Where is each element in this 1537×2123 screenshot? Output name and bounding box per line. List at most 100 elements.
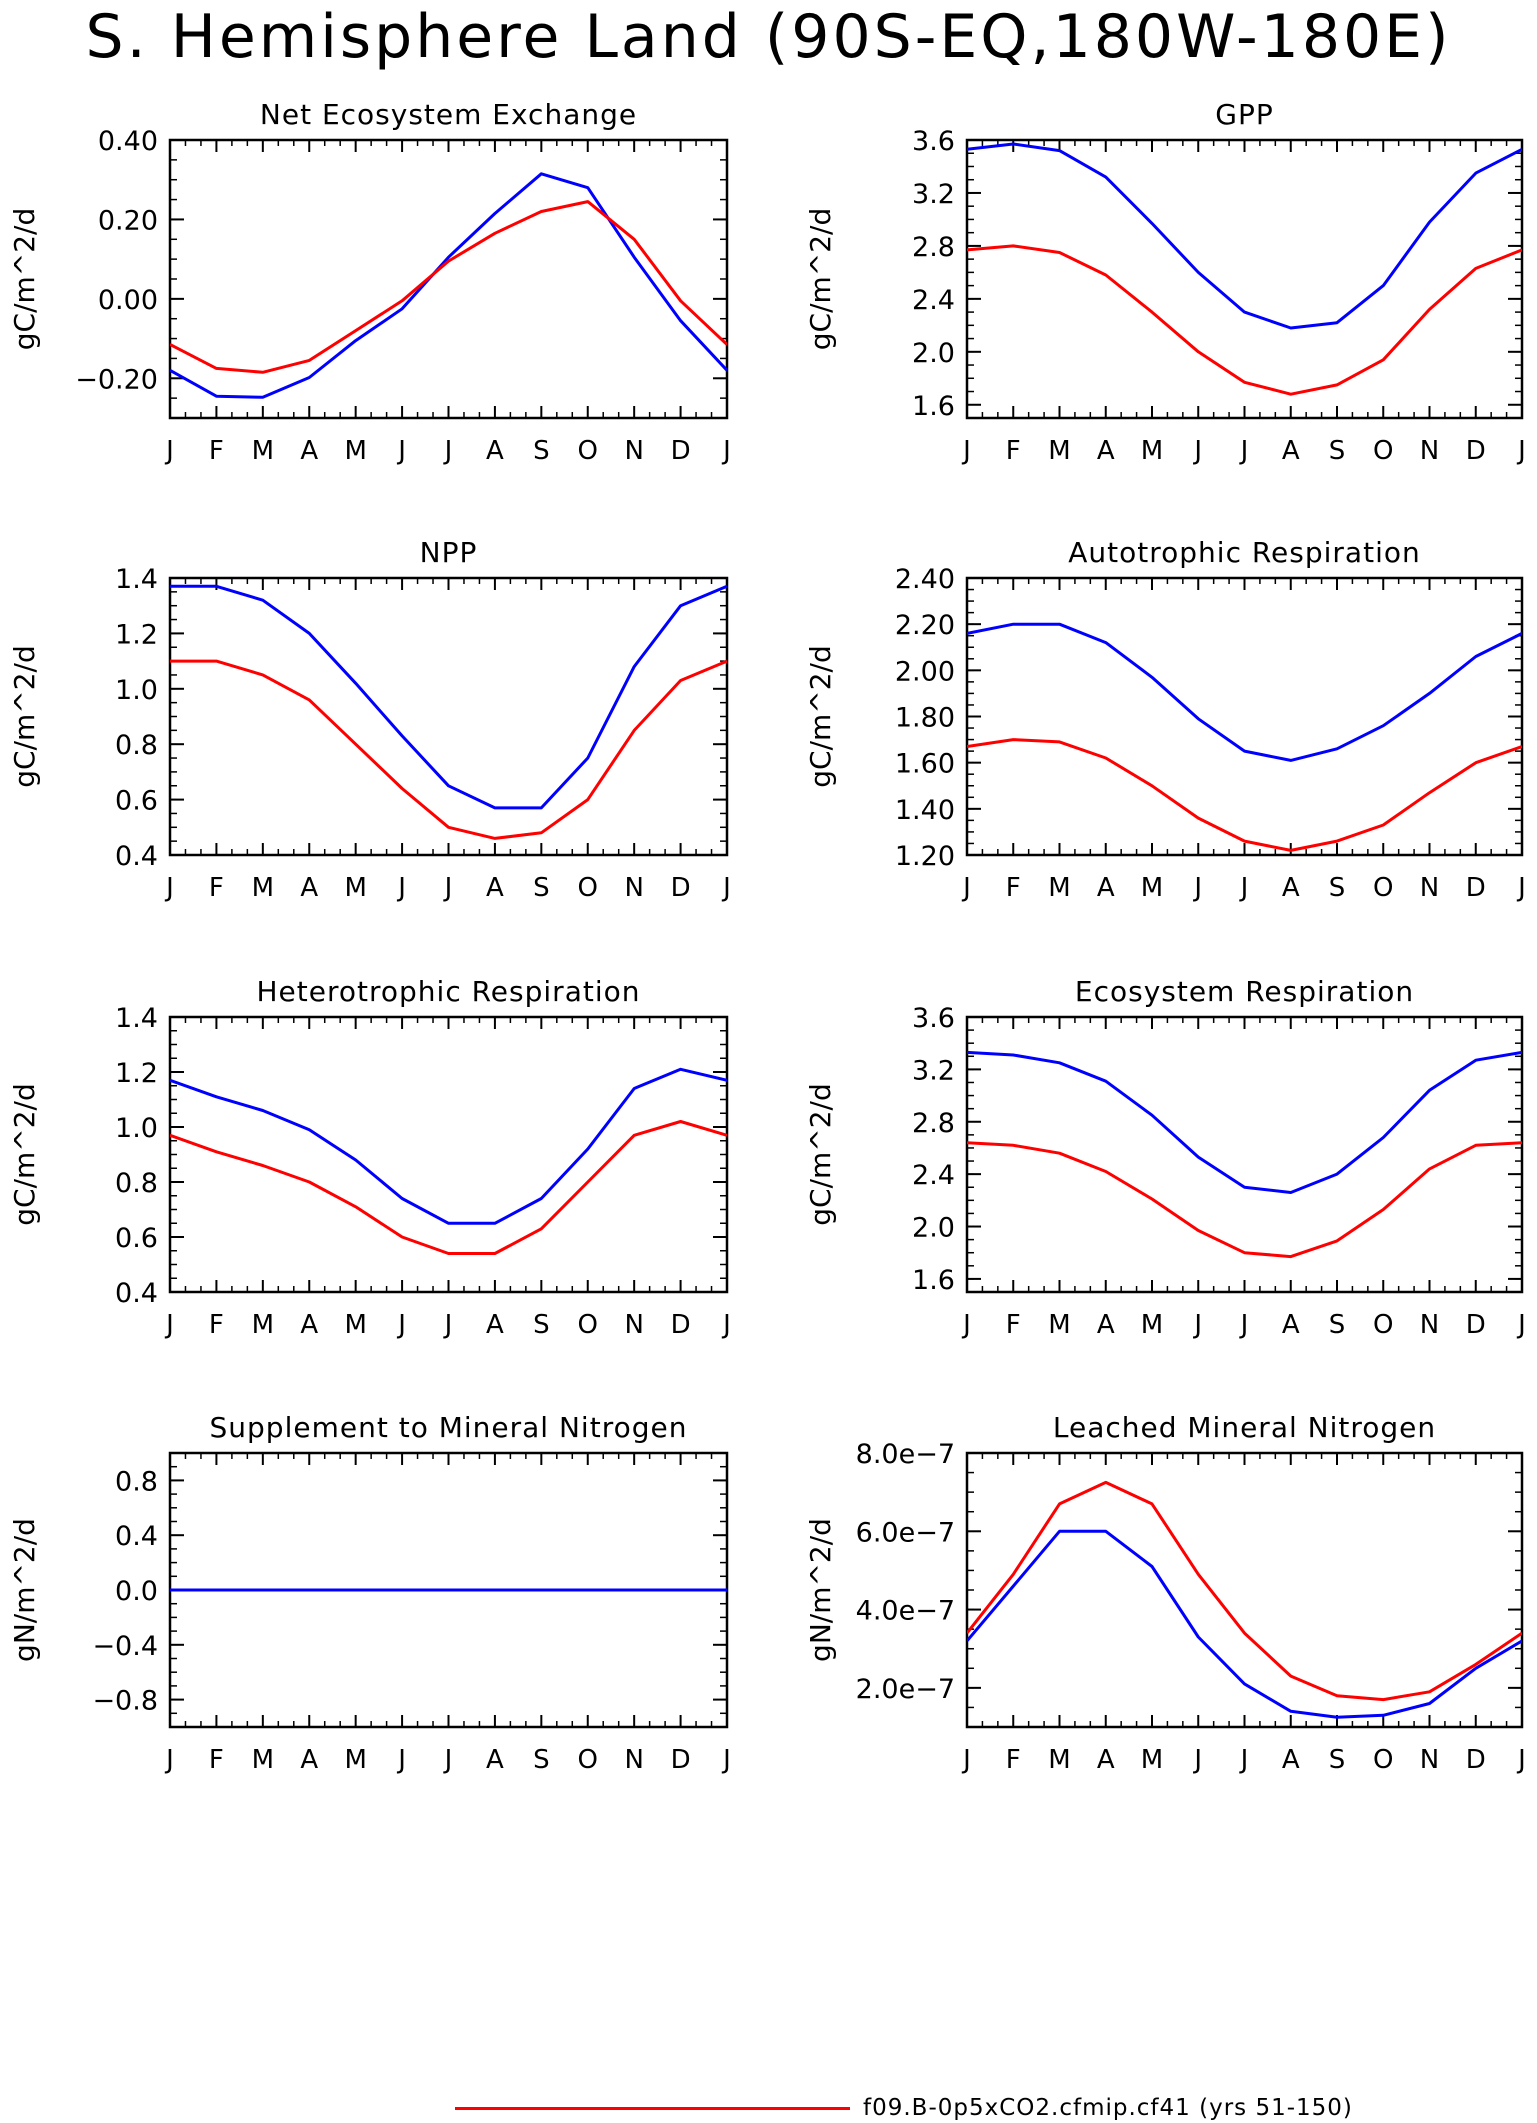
y-tick-label: 6.0e−7 [856,1517,955,1548]
x-tick-label: A [1097,1745,1115,1775]
x-tick-label: F [1006,873,1021,903]
x-tick-label: O [578,1745,598,1775]
plot-frame [168,1015,729,1294]
x-tick-label: O [578,873,598,903]
chart-title: Autotrophic Respiration [1068,536,1420,569]
y-tick-label: −0.20 [75,364,158,395]
series-line [967,1141,1522,1259]
x-tick-label: F [1006,1310,1021,1340]
x-tick-label: A [300,436,318,466]
series-line [967,738,1522,852]
y-axis-label: gN/m^2/d [804,1518,837,1662]
x-tick-label: M [1048,1310,1070,1340]
y-tick-label: 3.2 [912,179,955,210]
series-line [967,1480,1522,1702]
x-tick-label: J [1239,436,1249,466]
y-tick-label: 2.20 [895,610,955,641]
x-tick-label: F [209,436,224,466]
y-tick-label: −0.4 [92,1631,158,1662]
x-tick-label: O [1373,436,1393,466]
chart-panel: J F M A M J J A S O N D J1.62.02.42.83.23.6GPPgC/m^2… [804,98,1526,466]
x-tick-label: A [1097,436,1115,466]
x-tick-label: O [578,436,598,466]
x-tick-label: J [164,1310,174,1340]
chart-title: GPP [1215,98,1273,131]
chart-title: Ecosystem Respiration [1075,975,1414,1008]
series-line [967,1529,1522,1719]
series-line [170,584,727,810]
x-tick-label: O [578,1310,598,1340]
y-tick-label: 2.4 [912,285,955,316]
x-tick-label: D [671,436,691,466]
series-line [170,1067,727,1225]
chart-title: Supplement to Mineral Nitrogen [210,1411,688,1444]
plot-frame [168,138,729,420]
x-tick-label: M [1141,1745,1163,1775]
x-tick-label: M [1141,873,1163,903]
chart-panel: J F M A M J J A S O N D J−0.8−0.40.00.40.8Supplement… [8,1411,731,1775]
y-tick-label: 1.6 [912,391,955,422]
y-tick-label: 0.4 [115,1278,158,1309]
x-tick-label: J [1516,1745,1526,1775]
series-line [170,659,727,840]
x-tick-label: D [1466,1310,1486,1340]
x-tick-label: J [1239,1310,1249,1340]
x-tick-label: O [1373,873,1393,903]
y-tick-label: 1.0 [115,675,158,706]
x-tick-label: A [1097,873,1115,903]
x-tick-label: N [624,1745,643,1775]
x-tick-label: S [533,1310,550,1340]
x-tick-label: M [1141,1310,1163,1340]
y-axis-label: gN/m^2/d [8,1518,41,1662]
x-tick-label: J [1516,436,1526,466]
x-tick-label: J [721,436,731,466]
x-tick-label: S [1329,1745,1346,1775]
x-tick-label: S [1329,436,1346,466]
x-tick-label: S [1329,1310,1346,1340]
chart-title: NPP [420,536,478,569]
x-tick-label: M [1048,873,1070,903]
y-axis-label: gC/m^2/d [8,208,41,351]
series-group [170,172,727,399]
y-tick-label: −0.8 [92,1686,158,1717]
y-tick-label: 8.0e−7 [856,1439,955,1470]
x-tick-label: D [671,1310,691,1340]
x-tick-label: S [1329,873,1346,903]
x-tick-label: J [1192,1745,1202,1775]
y-tick-label: 0.6 [115,786,158,817]
plot-frame [168,576,729,857]
x-tick-label: A [486,1310,504,1340]
y-tick-label: 0.0 [115,1576,158,1607]
x-tick-label: S [533,436,550,466]
series-group [967,1050,1522,1259]
x-tick-label: M [252,436,274,466]
series-group [170,1067,727,1255]
series-line [967,142,1522,330]
series-line [170,172,727,399]
x-tick-label: F [209,1745,224,1775]
series-group [967,1480,1522,1719]
y-axis-label: gC/m^2/d [8,645,41,788]
x-tick-label: M [1048,1745,1070,1775]
x-tick-label: J [721,873,731,903]
plot-frame [965,1015,1524,1294]
y-tick-label: 1.2 [115,619,158,650]
x-tick-label: S [533,873,550,903]
x-tick-label: J [961,1310,971,1340]
y-tick-label: 2.0 [912,1213,955,1244]
y-axis-label: gC/m^2/d [804,208,837,351]
y-tick-label: 1.0 [115,1113,158,1144]
x-tick-label: J [164,436,174,466]
y-tick-label: 2.0e−7 [856,1674,955,1705]
x-tick-label: D [1466,1745,1486,1775]
x-tick-label: J [961,1745,971,1775]
y-tick-label: 4.0e−7 [856,1596,955,1627]
x-tick-label: N [624,873,643,903]
y-tick-label: 0.20 [98,205,158,236]
x-tick-label: M [344,1310,366,1340]
x-tick-label: J [721,1310,731,1340]
y-tick-label: 3.2 [912,1055,955,1086]
legend-label: f09.B-0p5xCO2.cfmip.cf41 (yrs 51-150) [863,2095,1353,2121]
